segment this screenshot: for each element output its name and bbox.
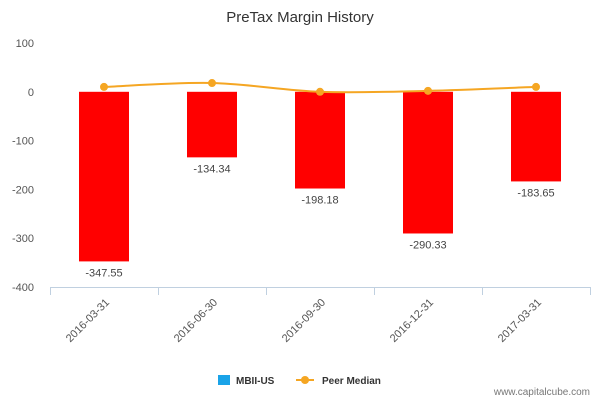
bar-mbii [511, 91, 561, 182]
point-peer-median [316, 87, 324, 96]
bar-mbii [79, 91, 129, 262]
point-peer-median [532, 82, 540, 91]
x-tick-label: 2016-09-30 [280, 297, 328, 345]
y-tick-label: 100 [16, 38, 34, 50]
bar-mbii [187, 91, 237, 158]
bar-mbii [295, 91, 345, 189]
bar-data-label: -347.55 [85, 267, 122, 279]
bar-data-label: -198.18 [301, 195, 338, 207]
legend-label-mbii: MBII-US [236, 376, 275, 387]
y-tick-label: -200 [12, 184, 34, 196]
legend-swatch-mbii [218, 375, 230, 385]
legend-label-peer-median: Peer Median [322, 376, 381, 387]
bar-data-label: -183.65 [517, 187, 554, 199]
chart-title: PreTax Margin History [226, 9, 374, 26]
chart-legend: MBII-US Peer Median [218, 375, 381, 387]
bar-mbii [403, 91, 453, 234]
point-peer-median [100, 82, 108, 91]
bar-data-label: -134.34 [193, 163, 230, 175]
point-peer-median [208, 79, 216, 88]
x-tick-label: 2016-06-30 [172, 297, 220, 345]
y-tick-label: -400 [12, 282, 34, 294]
plot-area: 100 0 -100 -200 -300 -400 -347.55 -134.34 -198.1… [12, 38, 591, 345]
y-tick-label: -300 [12, 233, 34, 245]
point-peer-median [424, 86, 432, 95]
watermark-text: www.capitalcube.com [493, 387, 590, 398]
x-tick-label: 2016-03-31 [64, 297, 112, 345]
bar-data-label: -290.33 [409, 239, 446, 251]
y-tick-label: -100 [12, 136, 34, 148]
x-tick-label: 2016-12-31 [388, 297, 436, 345]
legend-marker-peer-median [301, 376, 309, 384]
x-tick-label: 2017-03-31 [496, 297, 544, 345]
y-tick-label: 0 [28, 87, 34, 99]
